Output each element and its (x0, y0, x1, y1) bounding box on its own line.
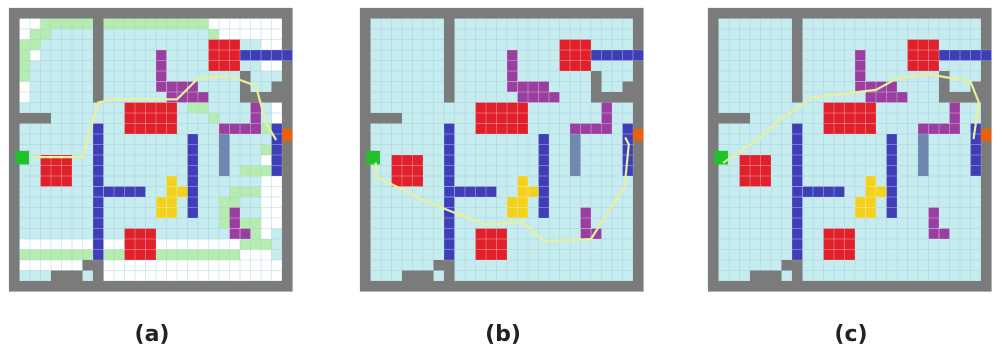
grid-map-a (8, 7, 293, 292)
purple-obstacles (507, 50, 612, 239)
robot-path (32, 75, 277, 159)
obstacle-cell-borders (391, 39, 644, 261)
red-obstacles (391, 39, 591, 260)
blue-obstacles (93, 50, 293, 260)
slate-obstacle (570, 134, 581, 176)
grid-map-b (359, 7, 644, 292)
yellow-obstacles (855, 176, 887, 218)
goal-marker (633, 128, 644, 142)
caption-b: (b) (485, 322, 521, 347)
grid-panel-a (5, 4, 298, 301)
start-marker (366, 150, 380, 165)
blue-obstacles (792, 50, 992, 260)
slate-obstacle (918, 134, 929, 176)
purple-obstacles (855, 50, 960, 239)
caption-c: (c) (834, 322, 868, 347)
robot-path (374, 137, 630, 243)
yellow-obstacles (507, 176, 539, 218)
grid-panel-c (704, 4, 997, 301)
walls (708, 8, 992, 292)
robot-path (722, 73, 980, 164)
grid-panel-b (356, 4, 649, 301)
red-obstacles (40, 39, 240, 260)
grid-map-c (707, 7, 992, 292)
walls (9, 8, 293, 292)
purple-obstacles (156, 50, 261, 239)
start-marker (714, 150, 728, 165)
caption-a: (a) (134, 322, 170, 347)
goal-marker (981, 128, 992, 142)
goal-marker (282, 128, 293, 142)
yellow-obstacles (156, 176, 188, 218)
red-obstacles (739, 39, 939, 260)
obstacle-cell-borders (739, 39, 992, 261)
start-marker (15, 150, 29, 165)
slate-obstacle (219, 134, 230, 176)
obstacle-cell-borders (40, 39, 293, 261)
walls (360, 8, 644, 292)
